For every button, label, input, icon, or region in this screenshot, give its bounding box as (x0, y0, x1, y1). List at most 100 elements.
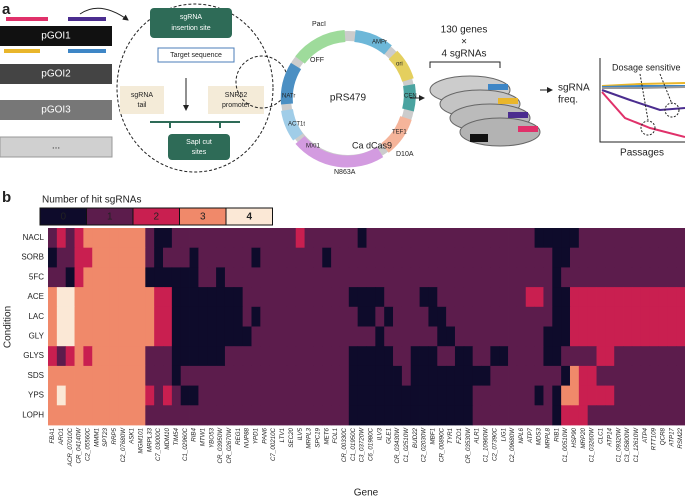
arrow (79, 7, 129, 21)
heatmap-cell (596, 405, 606, 426)
heatmap-cell (658, 326, 668, 347)
heatmap-cell (295, 247, 305, 268)
line (602, 86, 685, 89)
heatmap-cell (481, 405, 491, 426)
heatmap-cell (587, 228, 597, 249)
cell-bar (498, 98, 518, 104)
column-label: RIB1 (553, 428, 560, 442)
heatmap-cell (189, 247, 199, 268)
heatmap-cell (48, 365, 58, 386)
heatmap-cell (313, 247, 323, 268)
heatmap-cell (154, 346, 164, 367)
heatmap-cell (640, 365, 651, 386)
heatmap-cell (260, 385, 270, 406)
heatmap-cell (393, 385, 403, 406)
heatmap-cell (171, 306, 182, 327)
heatmap-cell (490, 306, 500, 327)
heatmap-cell (109, 267, 120, 288)
column-label: ATP4 (642, 427, 649, 444)
row-label: 5FC (29, 272, 44, 281)
column-label: FZO1 (456, 428, 463, 444)
heatmap-cell (393, 405, 403, 426)
heatmap-cell (242, 326, 252, 347)
column-label: MET6 (323, 427, 330, 444)
heatmap-cell (286, 365, 297, 386)
heatmap-cell (605, 287, 615, 308)
column-label: YBO53 (208, 427, 215, 448)
heatmap-cell (481, 326, 491, 347)
column-label: FBA1 (49, 428, 56, 443)
heatmap-cell (508, 326, 518, 347)
row-label: LAC (28, 312, 44, 321)
heatmap-cell (233, 385, 244, 406)
column-label: ATP14 (606, 427, 613, 447)
heatmap-cell (198, 247, 208, 268)
heatmap-cell (631, 306, 642, 327)
heatmap-cell (499, 306, 509, 327)
heatmap-cell (278, 405, 288, 426)
heatmap-cell (180, 287, 190, 308)
heatmap-cell (552, 228, 562, 249)
heatmap-cell (136, 326, 146, 347)
heatmap-cell (454, 405, 465, 426)
heatmap-cell (322, 287, 332, 308)
heatmap-cell (623, 287, 633, 308)
heatmap-cell (313, 228, 323, 249)
heatmap-cell (118, 228, 129, 249)
heatmap-cell (207, 326, 217, 347)
heatmap-cell (233, 405, 244, 426)
heatmap-cell (163, 267, 173, 288)
legend-title: Number of hit sgRNAs (42, 195, 141, 206)
heatmap-cell (640, 267, 651, 288)
heatmap-cell (410, 385, 420, 406)
heatmap-cell (569, 385, 580, 406)
heatmap-cell (304, 365, 314, 386)
heatmap-cell (304, 247, 314, 268)
heatmap-cell (48, 287, 58, 308)
heatmap-cell (127, 405, 137, 426)
y-axis-title: Condition (3, 306, 14, 348)
heatmap-cell (437, 346, 447, 367)
column-label: MDM10 (164, 427, 171, 449)
heatmap-cell (83, 228, 93, 249)
heatmap-cell (525, 287, 535, 308)
panel-label: a (2, 1, 11, 18)
column-label: PAN6 (261, 427, 268, 443)
feature-label: OFF (310, 57, 324, 64)
heatmap-cell (472, 346, 482, 367)
heatmap-cell (561, 306, 571, 327)
heatmap-cell (631, 287, 642, 308)
heatmap-cell (454, 267, 465, 288)
heatmap-cell (154, 247, 164, 268)
heatmap-cell (419, 247, 429, 268)
heatmap-cell (508, 385, 518, 406)
heatmap-cell (490, 385, 500, 406)
heatmap-cell (65, 267, 75, 288)
heatmap-cell (667, 287, 677, 308)
heatmap-cell (189, 365, 199, 386)
heatmap-cell (286, 247, 297, 268)
heatmap-cell (401, 306, 412, 327)
heatmap-cell (171, 346, 182, 367)
heatmap-cell (180, 306, 190, 327)
heatmap-cell (472, 228, 482, 249)
cell-bar (518, 126, 538, 132)
heatmap-cell (384, 267, 394, 288)
heatmap-cell (410, 365, 420, 386)
promoter-box (208, 86, 264, 114)
heatmap-cell (366, 346, 376, 367)
heatmap-cell (251, 267, 261, 288)
heatmap-cell (401, 405, 412, 426)
heatmap-cell (561, 247, 571, 268)
heatmap-cell (145, 346, 155, 367)
heatmap-cell (136, 365, 146, 386)
heatmap-cell (587, 346, 597, 367)
heatmap-cell (561, 405, 571, 426)
heatmap-cell (375, 247, 385, 268)
heatmap-cell (401, 326, 412, 347)
column-label: C1_03260W (589, 427, 596, 463)
heatmap-cell (304, 385, 314, 406)
heatmap-cell (127, 365, 137, 386)
heatmap-cell (109, 287, 120, 308)
heatmap-cell (109, 346, 120, 367)
